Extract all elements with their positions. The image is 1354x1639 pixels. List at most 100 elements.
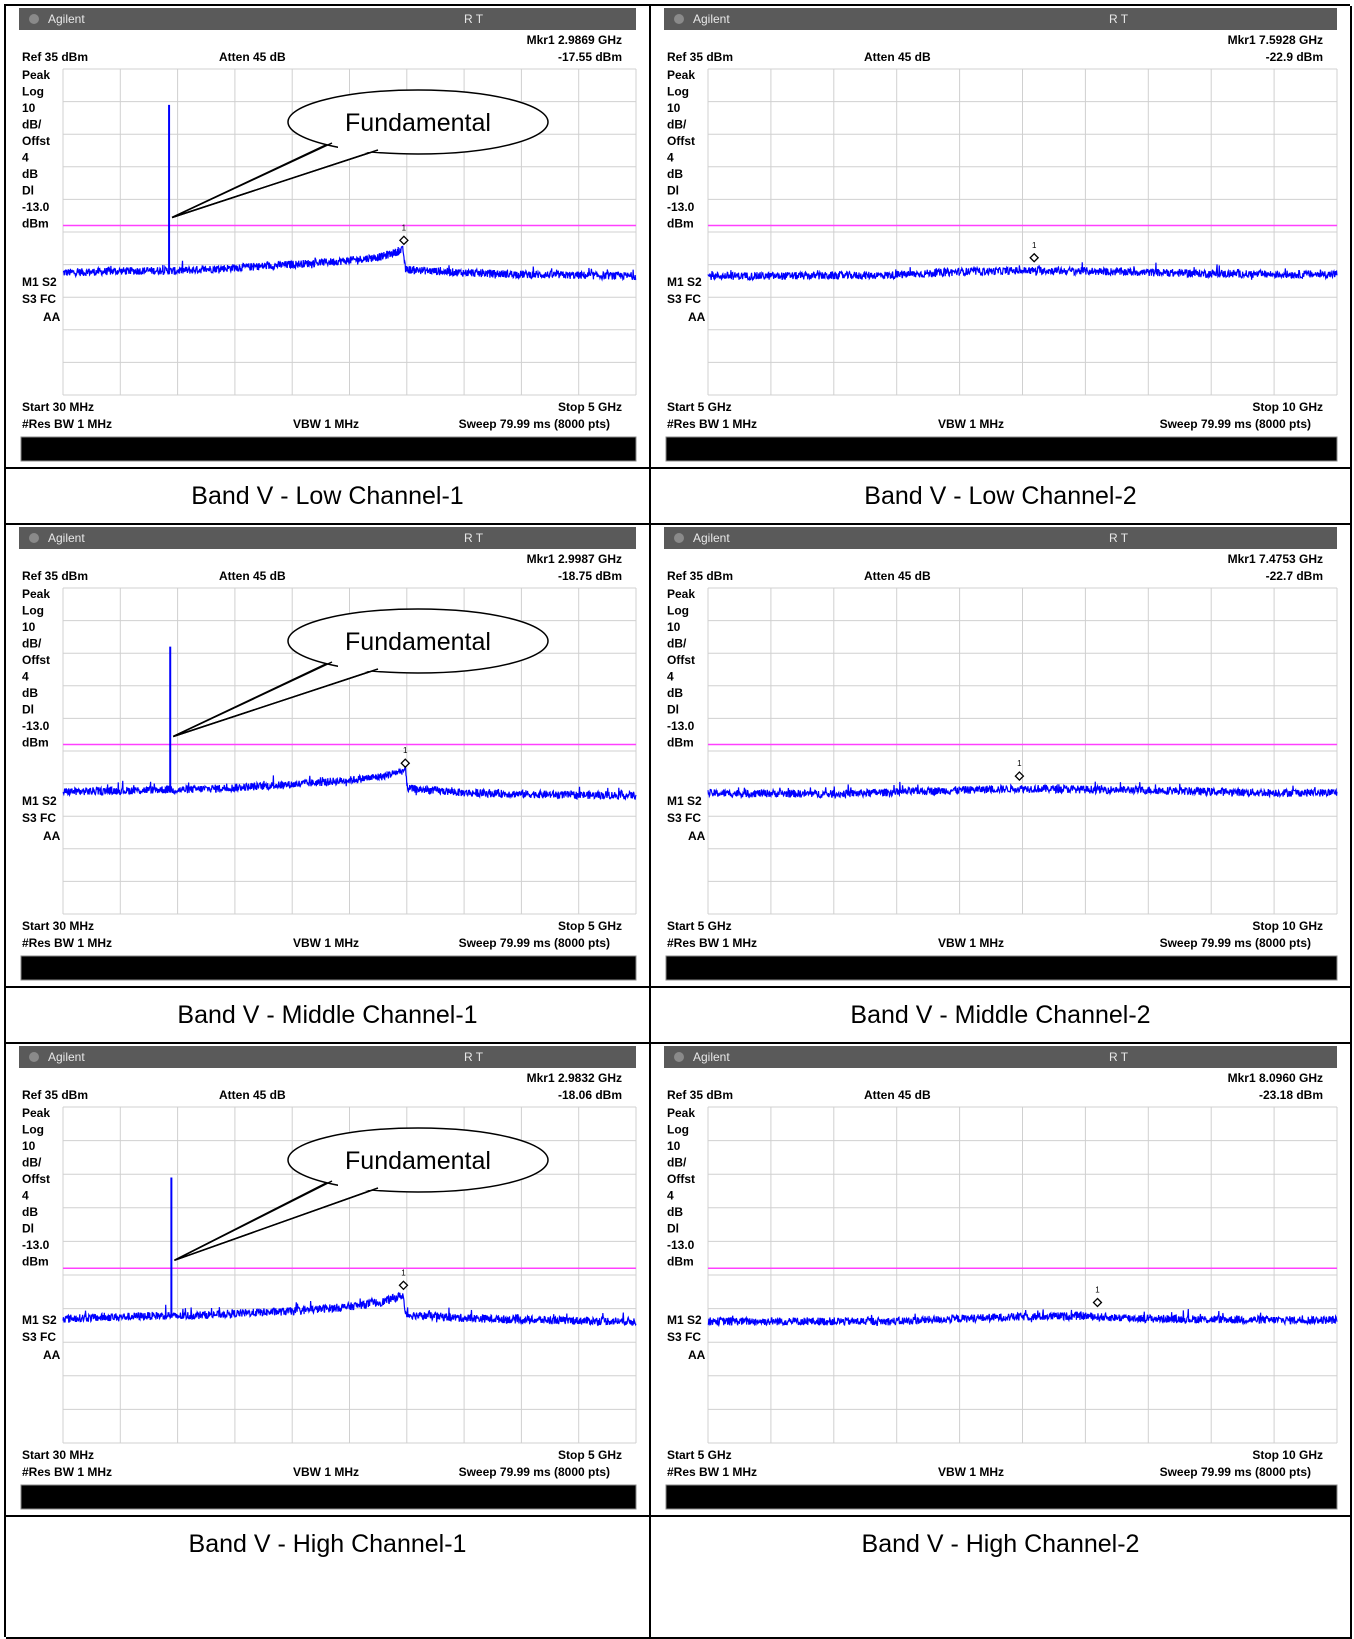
video-bandwidth: VBW 1 MHz xyxy=(293,417,359,431)
side-label-5: Offst xyxy=(22,1172,50,1186)
spectrum-chart: Agilent R T Mkr1 2.9869 GHz Ref 35 dBm Atten… xyxy=(19,8,637,462)
resolution-bandwidth: #Res BW 1 MHz xyxy=(22,417,112,431)
logo-icon xyxy=(29,1052,39,1062)
marker-1 xyxy=(400,758,411,769)
title-bar xyxy=(664,527,1337,549)
side-label-9: -13.0 xyxy=(667,1238,695,1252)
stop-frequency: Stop 10 GHz xyxy=(1252,400,1323,414)
side-label-6: 4 xyxy=(667,1189,674,1203)
side-label-10: dBm xyxy=(22,1255,49,1269)
spectrum-trace xyxy=(62,1291,637,1327)
start-frequency: Start 30 MHz xyxy=(22,1448,94,1462)
resolution-bandwidth: #Res BW 1 MHz xyxy=(667,1465,757,1479)
logo-icon xyxy=(674,1052,684,1062)
sweep-info: Sweep 79.99 ms (8000 pts) xyxy=(1160,1465,1311,1479)
marker-amplitude: -22.7 dBm xyxy=(1266,569,1323,583)
fundamental-callout: Fundamental xyxy=(172,608,549,738)
side-label-8: Dl xyxy=(22,703,34,717)
panel-caption-6: Band V - High Channel-2 xyxy=(651,1517,1352,1639)
attenuation: Atten 45 dB xyxy=(864,569,931,583)
marker-1 xyxy=(1092,1297,1103,1308)
app-title: Agilent xyxy=(48,531,85,545)
stop-frequency: Stop 10 GHz xyxy=(1252,1448,1323,1462)
side-label-3: 10 xyxy=(667,1139,681,1153)
side-label-3: 10 xyxy=(22,1139,36,1153)
video-bandwidth: VBW 1 MHz xyxy=(293,1465,359,1479)
side-label-3: 10 xyxy=(667,620,681,634)
side-label-4: dB/ xyxy=(22,1156,42,1170)
start-frequency: Start 5 GHz xyxy=(667,919,732,933)
title-bar xyxy=(19,527,636,549)
logo-icon xyxy=(674,533,684,543)
status-bar xyxy=(665,436,1338,462)
side-label-4: dB/ xyxy=(667,118,687,132)
side-label-4: dB/ xyxy=(667,1156,687,1170)
video-bandwidth: VBW 1 MHz xyxy=(293,936,359,950)
side-label-5: Offst xyxy=(22,653,50,667)
mode-label-3: AA xyxy=(43,1348,61,1362)
spectrum-chart: Agilent R T Mkr1 2.9832 GHz Ref 35 dBm Atten… xyxy=(19,1046,637,1510)
status-flags: R T xyxy=(464,12,484,26)
sweep-info: Sweep 79.99 ms (8000 pts) xyxy=(1160,936,1311,950)
marker-frequency: Mkr1 8.0960 GHz xyxy=(1228,1071,1323,1085)
marker-frequency: Mkr1 7.4753 GHz xyxy=(1228,552,1323,566)
side-label-9: -13.0 xyxy=(22,719,50,733)
marker-amplitude: -22.9 dBm xyxy=(1266,50,1323,64)
spectrum-chart: Agilent R T Mkr1 7.5928 GHz Ref 35 dBm Atten… xyxy=(664,8,1338,462)
side-label-9: -13.0 xyxy=(22,200,50,214)
marker-amplitude: -18.75 dBm xyxy=(558,569,622,583)
side-label-6: 4 xyxy=(667,151,674,165)
side-label-10: dBm xyxy=(22,736,49,750)
marker-1 xyxy=(398,1280,409,1291)
resolution-bandwidth: #Res BW 1 MHz xyxy=(667,417,757,431)
marker-frequency: Mkr1 2.9987 GHz xyxy=(527,552,622,566)
side-label-1: Peak xyxy=(667,587,695,601)
status-bar xyxy=(20,436,637,462)
mode-label-1: M1 S2 xyxy=(22,794,57,808)
marker-1-label: 1 xyxy=(401,1268,406,1277)
spectrum-trace xyxy=(707,1308,1338,1328)
title-bar xyxy=(19,8,636,30)
mode-label-3: AA xyxy=(43,310,61,324)
status-bar xyxy=(20,1484,637,1510)
reference-level: Ref 35 dBm xyxy=(667,50,733,64)
fundamental-callout: Fundamental xyxy=(174,1127,549,1261)
panel-caption-2: Band V - Low Channel-2 xyxy=(651,469,1352,525)
spectrum-trace xyxy=(707,262,1338,282)
app-title: Agilent xyxy=(693,12,730,26)
title-bar xyxy=(664,1046,1337,1068)
reference-level: Ref 35 dBm xyxy=(667,1088,733,1102)
side-label-9: -13.0 xyxy=(667,200,695,214)
start-frequency: Start 30 MHz xyxy=(22,400,94,414)
attenuation: Atten 45 dB xyxy=(219,569,286,583)
app-title: Agilent xyxy=(48,12,85,26)
sweep-info: Sweep 79.99 ms (8000 pts) xyxy=(459,417,610,431)
side-label-8: Dl xyxy=(22,1222,34,1236)
side-label-2: Log xyxy=(667,604,689,618)
side-label-9: -13.0 xyxy=(667,719,695,733)
logo-icon xyxy=(29,533,39,543)
side-label-5: Offst xyxy=(667,134,695,148)
analyzer-screenshot-4: Agilent R T Mkr1 7.4753 GHz Ref 35 dBm Atten… xyxy=(651,525,1352,988)
side-label-1: Peak xyxy=(667,68,695,82)
analyzer-screenshot-6: Agilent R T Mkr1 8.0960 GHz Ref 35 dBm Atten… xyxy=(651,1044,1352,1517)
mode-label-1: M1 S2 xyxy=(667,1313,702,1327)
side-label-7: dB xyxy=(667,686,683,700)
side-label-1: Peak xyxy=(22,68,50,82)
marker-1 xyxy=(398,235,409,246)
side-label-1: Peak xyxy=(22,587,50,601)
stop-frequency: Stop 5 GHz xyxy=(558,400,622,414)
marker-amplitude: -18.06 dBm xyxy=(558,1088,622,1102)
sweep-info: Sweep 79.99 ms (8000 pts) xyxy=(1160,417,1311,431)
graticule xyxy=(707,587,1338,915)
mode-label-2: S3 FC xyxy=(22,811,56,825)
side-label-5: Offst xyxy=(22,134,50,148)
side-label-4: dB/ xyxy=(22,118,42,132)
mode-label-2: S3 FC xyxy=(667,292,701,306)
graticule xyxy=(707,68,1338,396)
reference-level: Ref 35 dBm xyxy=(22,569,88,583)
status-flags: R T xyxy=(464,531,484,545)
logo-icon xyxy=(674,14,684,24)
app-title: Agilent xyxy=(693,1050,730,1064)
title-bar xyxy=(19,1046,636,1068)
